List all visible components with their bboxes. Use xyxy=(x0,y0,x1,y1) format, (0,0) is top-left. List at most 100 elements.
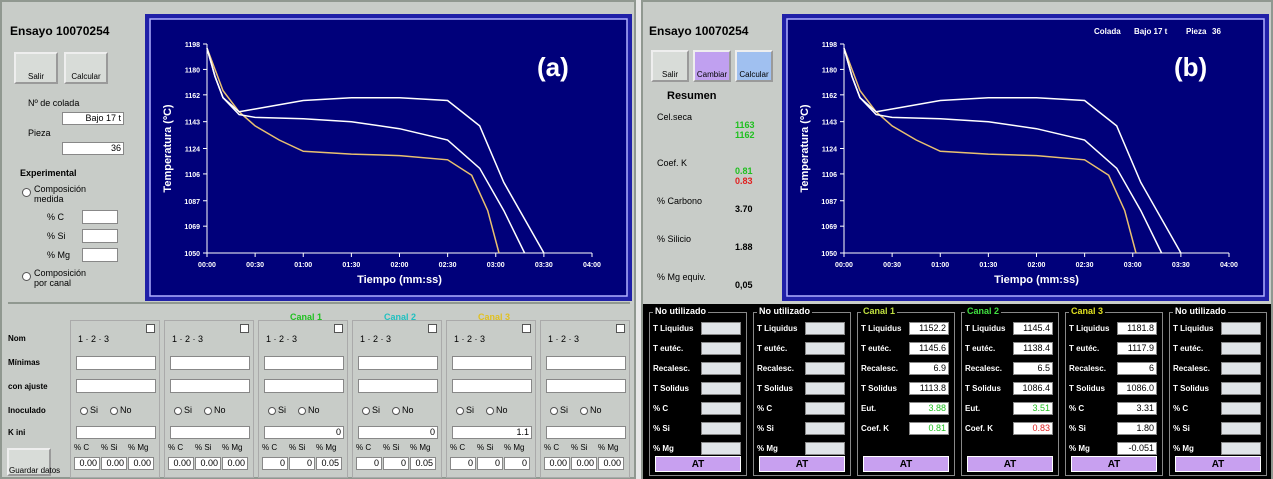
button[interactable]: AT xyxy=(655,456,741,472)
text-field[interactable]: 3.31 xyxy=(1117,402,1157,415)
text-field[interactable]: 0 xyxy=(262,457,288,470)
text-field[interactable]: 36 xyxy=(62,142,124,155)
text-field[interactable]: 0 xyxy=(383,457,409,470)
text-field[interactable] xyxy=(264,356,344,370)
text-field[interactable]: 0 xyxy=(264,426,344,439)
button[interactable]: Calcular xyxy=(64,52,108,84)
text-field[interactable] xyxy=(358,379,438,393)
text-field[interactable]: 6 xyxy=(1117,362,1157,375)
text-field[interactable]: 0.00 xyxy=(544,457,570,470)
checkbox[interactable] xyxy=(522,324,531,333)
checkbox[interactable] xyxy=(428,324,437,333)
text-field[interactable]: -0.051 xyxy=(1117,442,1157,455)
text-field[interactable]: 0.00 xyxy=(571,457,597,470)
text-field[interactable]: 0.00 xyxy=(598,457,624,470)
button[interactable]: AT xyxy=(967,456,1053,472)
text-field[interactable]: 1145.4 xyxy=(1013,322,1053,335)
text-field[interactable]: 1086.0 xyxy=(1117,382,1157,395)
radio[interactable] xyxy=(362,407,370,415)
button[interactable]: Guardar datos xyxy=(7,448,51,476)
radio[interactable] xyxy=(298,407,306,415)
radio[interactable] xyxy=(22,188,31,197)
text-field[interactable] xyxy=(1221,422,1261,435)
button[interactable]: Salir xyxy=(14,52,58,84)
radio[interactable] xyxy=(456,407,464,415)
text-field[interactable] xyxy=(805,342,845,355)
text-field[interactable]: 0.00 xyxy=(168,457,194,470)
text-field[interactable]: 1.1 xyxy=(452,426,532,439)
text-field[interactable] xyxy=(170,379,250,393)
text-field[interactable] xyxy=(82,229,118,243)
radio[interactable] xyxy=(580,407,588,415)
text-field[interactable] xyxy=(452,356,532,370)
checkbox[interactable] xyxy=(616,324,625,333)
text-field[interactable]: 0 xyxy=(477,457,503,470)
text-field[interactable]: 1145.6 xyxy=(909,342,949,355)
button[interactable]: Cambiar xyxy=(693,50,731,82)
radio[interactable] xyxy=(174,407,182,415)
radio[interactable] xyxy=(550,407,558,415)
button[interactable]: AT xyxy=(863,456,949,472)
text-field[interactable] xyxy=(76,356,156,370)
radio[interactable] xyxy=(80,407,88,415)
radio[interactable] xyxy=(22,272,31,281)
text-field[interactable]: 1117.9 xyxy=(1117,342,1157,355)
text-field[interactable] xyxy=(76,379,156,393)
radio[interactable] xyxy=(486,407,494,415)
text-field[interactable] xyxy=(170,356,250,370)
text-field[interactable] xyxy=(546,426,626,439)
text-field[interactable] xyxy=(452,379,532,393)
text-field[interactable]: 0 xyxy=(450,457,476,470)
text-field[interactable]: 0.00 xyxy=(195,457,221,470)
text-field[interactable]: 0.05 xyxy=(410,457,436,470)
text-field[interactable] xyxy=(546,356,626,370)
text-field[interactable] xyxy=(358,356,438,370)
radio[interactable] xyxy=(204,407,212,415)
radio[interactable] xyxy=(110,407,118,415)
text-field[interactable] xyxy=(805,442,845,455)
text-field[interactable] xyxy=(805,362,845,375)
text-field[interactable] xyxy=(701,422,741,435)
text-field[interactable]: 0.81 xyxy=(909,422,949,435)
text-field[interactable] xyxy=(1221,342,1261,355)
text-field[interactable] xyxy=(170,426,250,439)
text-field[interactable]: 1138.4 xyxy=(1013,342,1053,355)
text-field[interactable] xyxy=(1221,322,1261,335)
text-field[interactable]: 6.9 xyxy=(909,362,949,375)
checkbox[interactable] xyxy=(240,324,249,333)
button[interactable]: AT xyxy=(1175,456,1261,472)
text-field[interactable] xyxy=(546,379,626,393)
text-field[interactable]: 0 xyxy=(358,426,438,439)
checkbox[interactable] xyxy=(146,324,155,333)
text-field[interactable]: 1113.8 xyxy=(909,382,949,395)
checkbox[interactable] xyxy=(334,324,343,333)
text-field[interactable]: 0.83 xyxy=(1013,422,1053,435)
text-field[interactable] xyxy=(701,442,741,455)
text-field[interactable] xyxy=(805,382,845,395)
text-field[interactable]: 3.51 xyxy=(1013,402,1053,415)
text-field[interactable] xyxy=(76,426,156,439)
text-field[interactable] xyxy=(805,422,845,435)
text-field[interactable] xyxy=(701,402,741,415)
text-field[interactable] xyxy=(82,210,118,224)
text-field[interactable]: Bajo 17 t xyxy=(62,112,124,125)
text-field[interactable] xyxy=(1221,402,1261,415)
text-field[interactable]: 1086.4 xyxy=(1013,382,1053,395)
text-field[interactable] xyxy=(805,322,845,335)
text-field[interactable]: 0 xyxy=(289,457,315,470)
text-field[interactable]: 1181.8 xyxy=(1117,322,1157,335)
button[interactable]: AT xyxy=(759,456,845,472)
text-field[interactable]: 0.00 xyxy=(222,457,248,470)
text-field[interactable]: 0.00 xyxy=(74,457,100,470)
text-field[interactable]: 0.00 xyxy=(128,457,154,470)
text-field[interactable] xyxy=(1221,442,1261,455)
text-field[interactable]: 0 xyxy=(356,457,382,470)
text-field[interactable]: 1152.2 xyxy=(909,322,949,335)
text-field[interactable] xyxy=(82,248,118,262)
text-field[interactable] xyxy=(701,322,741,335)
button[interactable]: Salir xyxy=(651,50,689,82)
radio[interactable] xyxy=(392,407,400,415)
text-field[interactable] xyxy=(701,362,741,375)
text-field[interactable]: 3.88 xyxy=(909,402,949,415)
text-field[interactable] xyxy=(805,402,845,415)
